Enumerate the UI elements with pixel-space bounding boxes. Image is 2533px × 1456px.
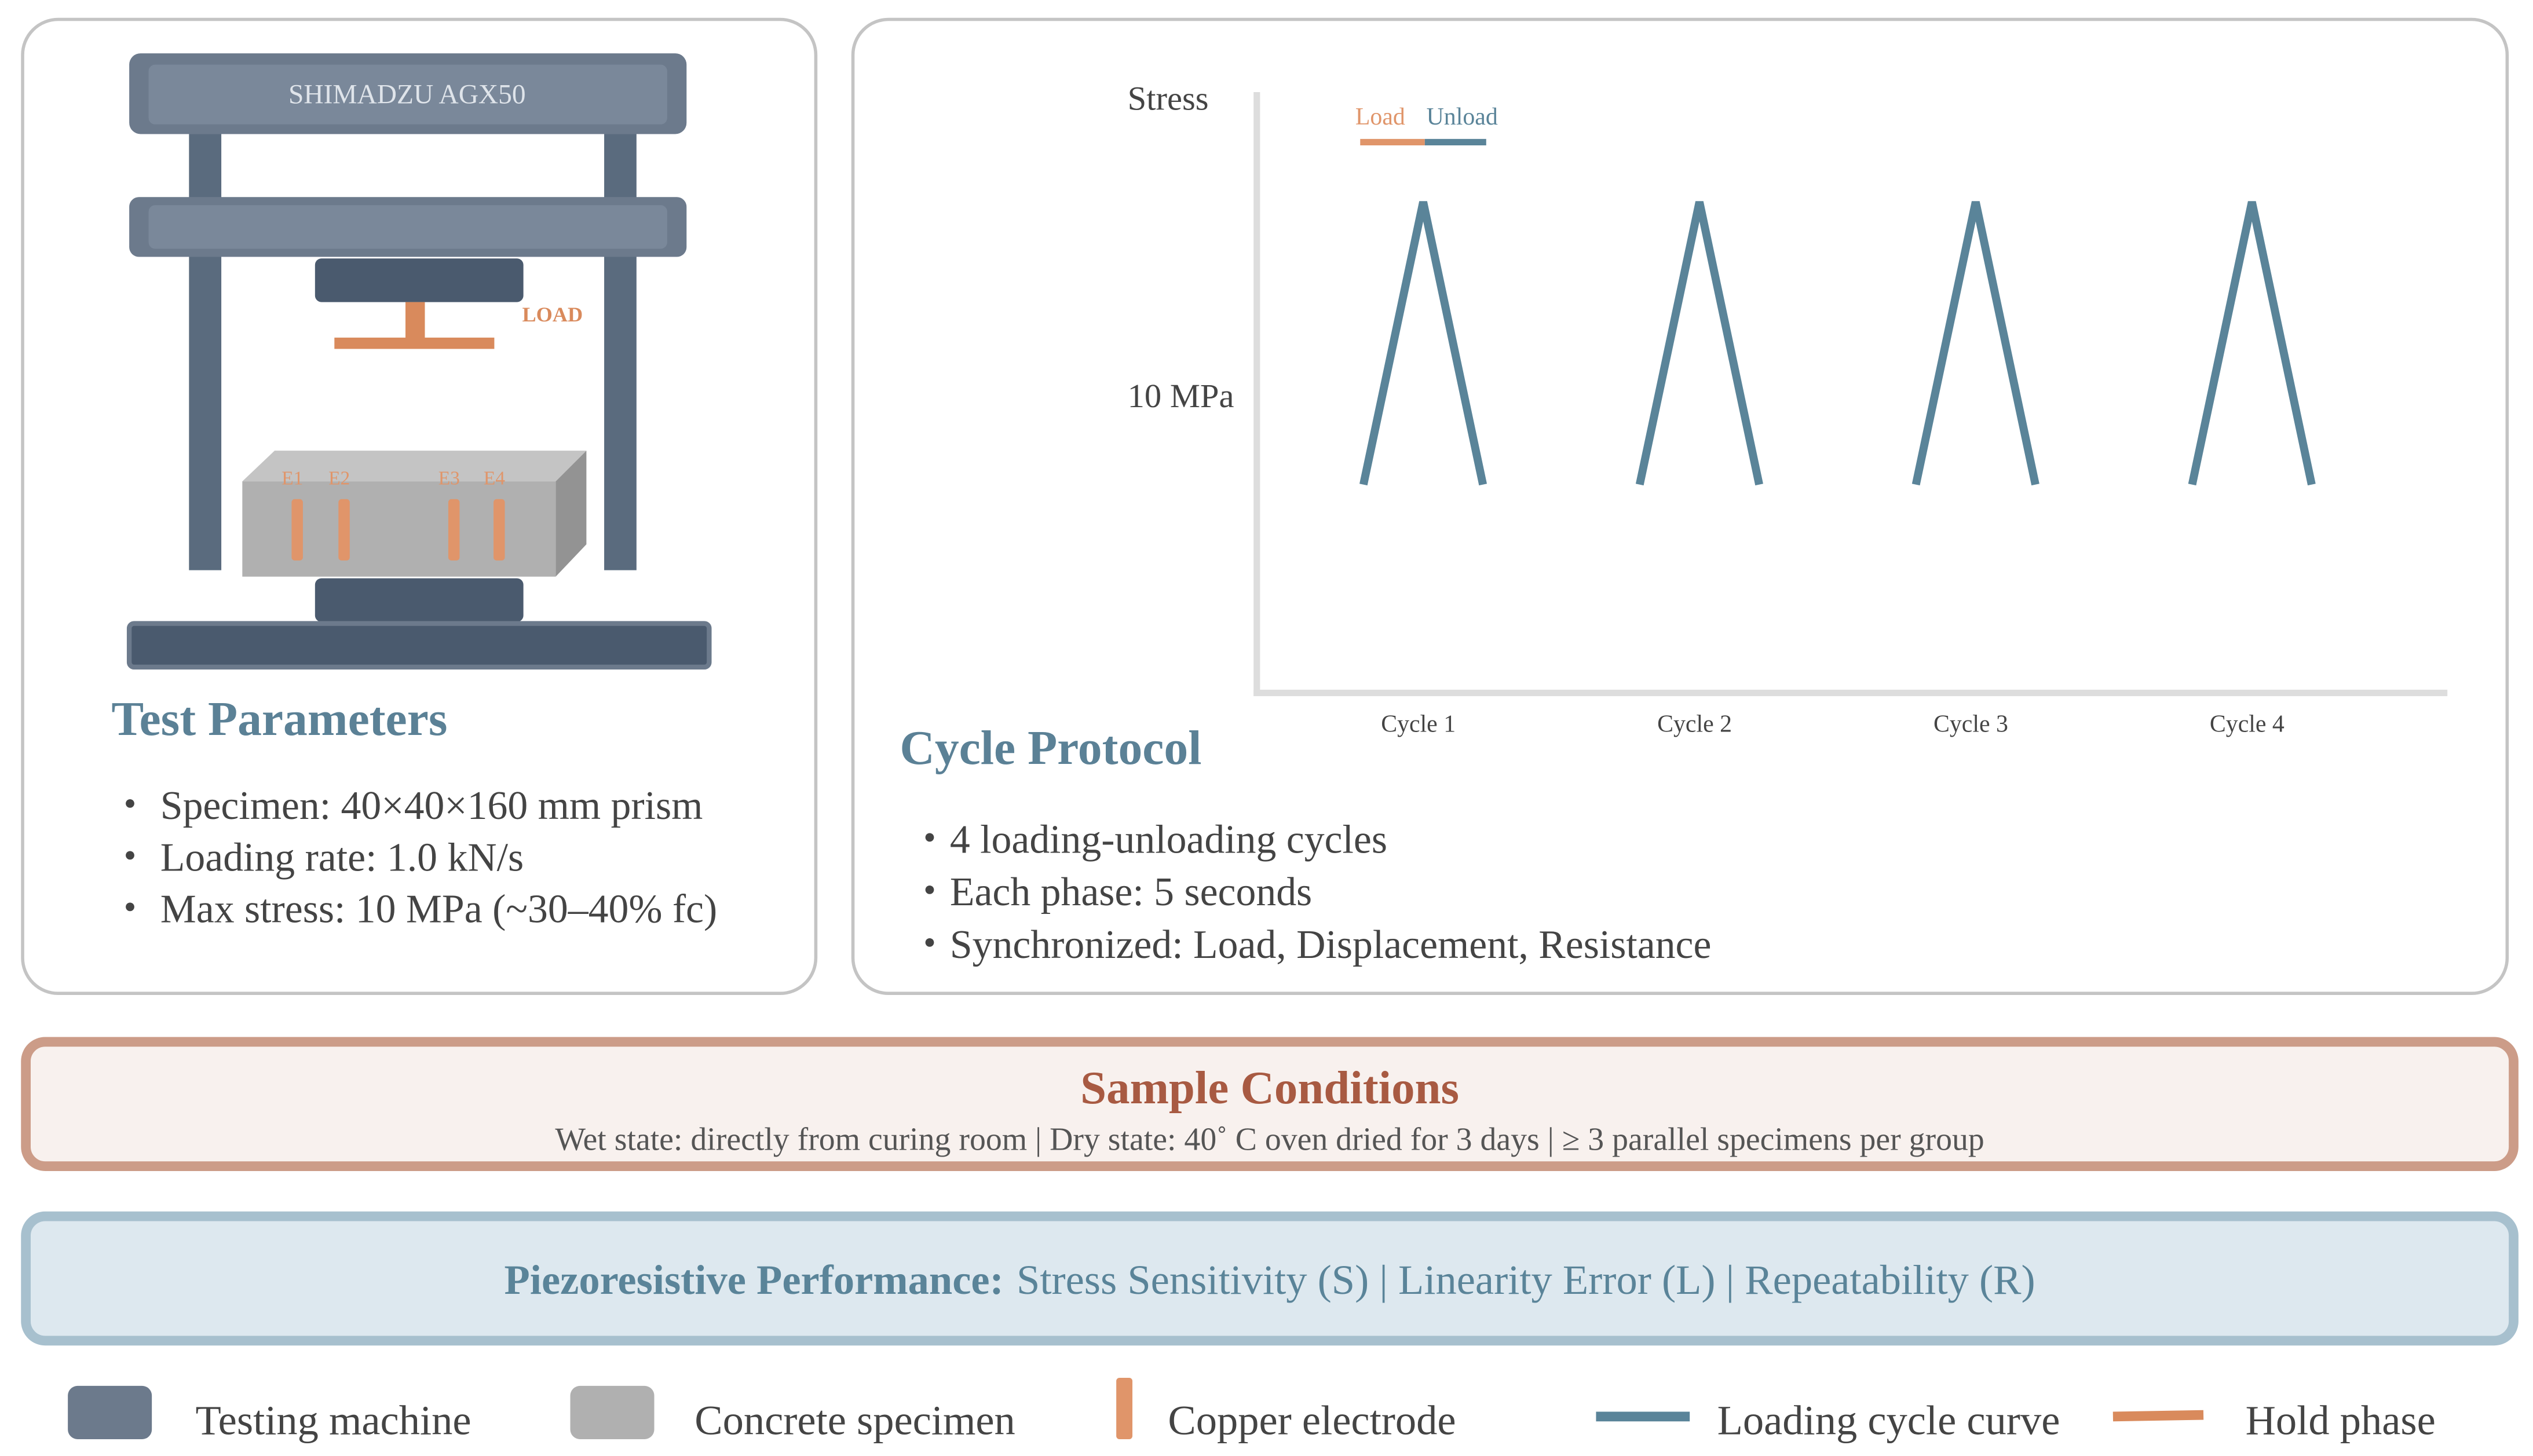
y-axis-label: Stress bbox=[1128, 80, 1209, 118]
protocol-item: ・Each phase: 5 seconds bbox=[909, 870, 1312, 914]
machine-label: SHIMADZU AGX50 bbox=[288, 80, 526, 110]
legend-swatch bbox=[1116, 1377, 1133, 1439]
performance-line: Piezoresistive Performance: Stress Sensit… bbox=[505, 1256, 2035, 1303]
parameter-item: ・ Specimen: 40×40×160 mm prism bbox=[109, 785, 703, 829]
cycle-label: Cycle 4 bbox=[2210, 711, 2285, 737]
performance-text: Stress Sensitivity (S) | Linearity Error… bbox=[1017, 1256, 2035, 1303]
legend-swatch bbox=[68, 1385, 152, 1439]
electrode bbox=[494, 499, 505, 561]
parameter-item: ・ Max stress: 10 MPa (~30–40% fc) bbox=[109, 888, 718, 932]
parameter-item: ・ Loading rate: 1.0 kN/s bbox=[109, 836, 524, 880]
cycle-curve bbox=[2188, 201, 2316, 486]
conditions-title: Sample Conditions bbox=[1080, 1062, 1459, 1114]
parameter-list: ・ Specimen: 40×40×160 mm prism ・ Loading … bbox=[110, 782, 808, 937]
cycles: Cycle 1 Cycle 2 Cycle 3 Cycle 4 bbox=[1359, 201, 2316, 737]
parameter-items: ・ Specimen: 40×40×160 mm prism ・ Loading … bbox=[110, 782, 808, 937]
electrode bbox=[448, 499, 460, 561]
performance-box bbox=[21, 1211, 2519, 1346]
cycle-curve bbox=[1911, 201, 2039, 486]
protocol-item: ・Synchronized: Load, Displacement, Resis… bbox=[909, 923, 1711, 967]
section-title: Test Parameters bbox=[111, 692, 447, 746]
legend-label: Testing machine bbox=[195, 1397, 471, 1444]
electrodes: E1 E2 E3 E4 bbox=[282, 468, 505, 561]
y-tick-label: 10 MPa bbox=[1128, 377, 1234, 415]
electrode bbox=[291, 499, 303, 561]
cycle-label: Cycle 1 bbox=[1381, 711, 1456, 737]
legend-label: Hold phase bbox=[2246, 1397, 2436, 1444]
electrode-label: E4 bbox=[484, 468, 505, 489]
legend-label: Copper electrode bbox=[1168, 1397, 1456, 1444]
legend-label: Unload bbox=[1427, 104, 1498, 130]
legend-swatch bbox=[2112, 1410, 2204, 1422]
section-title: Cycle Protocol bbox=[900, 721, 1201, 775]
electrode-label: E2 bbox=[328, 468, 350, 489]
legend-label: Loading cycle curve bbox=[1717, 1397, 2060, 1444]
load-label: LOAD bbox=[522, 303, 583, 326]
legend-swatch bbox=[570, 1385, 655, 1439]
protocol-item: ・4 loading-unloading cycles bbox=[909, 818, 1387, 862]
legend-label: Load bbox=[1355, 104, 1405, 130]
conditions-box bbox=[21, 1037, 2519, 1171]
legend-label: Concrete specimen bbox=[695, 1397, 1015, 1444]
performance-label: Piezoresistive Performance: bbox=[505, 1256, 1004, 1303]
electrode bbox=[338, 499, 350, 561]
cycle-curve bbox=[1359, 201, 1487, 486]
electrode-label: E3 bbox=[438, 468, 460, 489]
cycle-label: Cycle 3 bbox=[1933, 711, 2008, 737]
testing-machine bbox=[126, 53, 712, 670]
right-panel bbox=[851, 17, 2509, 996]
cycle-curve bbox=[1635, 201, 1763, 486]
conditions-text: Wet state: directly from curing room | D… bbox=[555, 1122, 1984, 1158]
cycle-label: Cycle 2 bbox=[1657, 711, 1732, 737]
electrode-label: E1 bbox=[282, 468, 303, 489]
protocol-items: ・4 loading-unloading cycles ・Each phase: … bbox=[909, 818, 1711, 967]
